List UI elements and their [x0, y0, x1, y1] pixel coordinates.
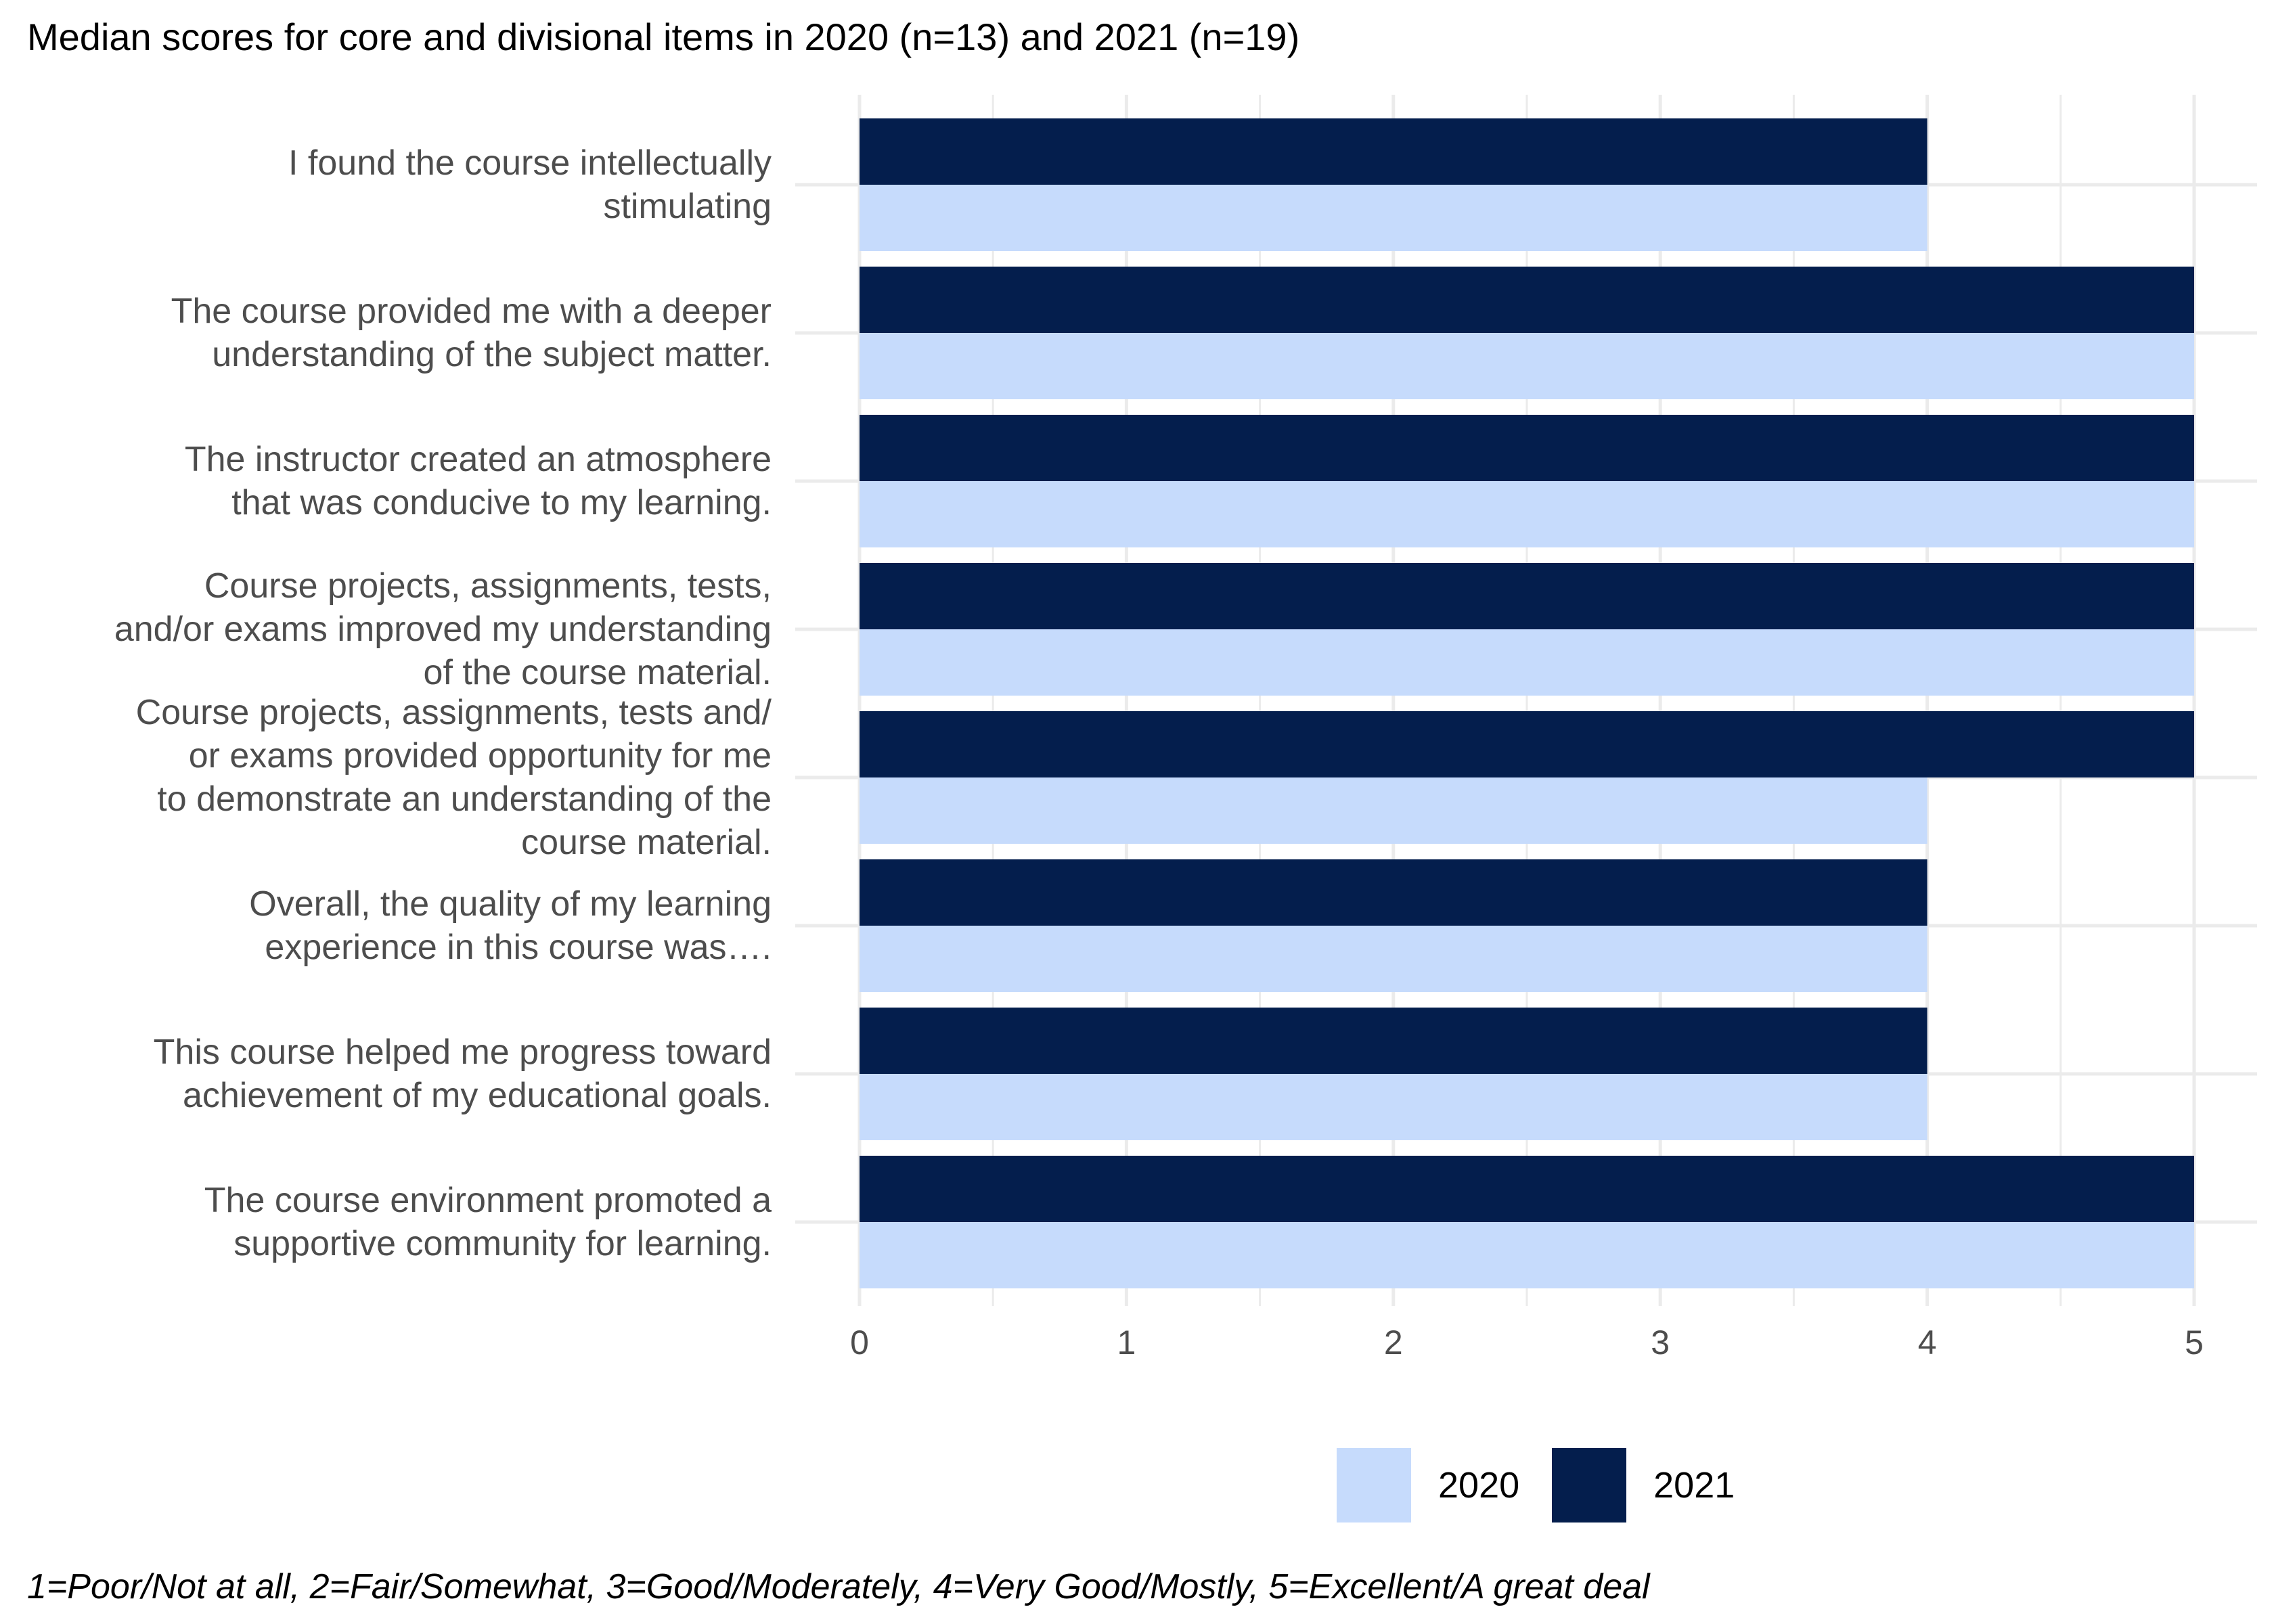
bar-2020-item-6: [860, 926, 1927, 992]
category-label-line: I found the course intellectually: [288, 143, 772, 183]
category-label-line: The course provided me with a deeper: [171, 292, 772, 331]
legend: 2020 2021: [1337, 1448, 1767, 1522]
category-label-line: to demonstrate an understanding of the: [157, 780, 772, 819]
category-label: Overall, the quality of my learning exper…: [7, 882, 772, 969]
x-tick-label: 5: [2185, 1324, 2204, 1361]
legend-swatch-2020: [1337, 1448, 1411, 1522]
category-label: The course provided me with a deeper unde…: [7, 290, 772, 376]
category-label-line: Overall, the quality of my learning: [249, 884, 772, 924]
x-tick-label: 4: [1917, 1324, 1937, 1361]
bar-2020-item-7: [860, 1074, 1927, 1140]
bar-2020-item-2: [860, 333, 2194, 399]
bar-2021-item-5: [860, 711, 2194, 777]
bar-2021-item-7: [860, 1008, 1927, 1074]
bar-2021-item-6: [860, 859, 1927, 926]
category-label-line: experience in this course was….: [265, 928, 772, 967]
bar-2020-item-8: [860, 1222, 2194, 1288]
x-tick-label: 0: [850, 1324, 869, 1361]
bar-2021-item-2: [860, 267, 2194, 333]
x-tick-label: 2: [1383, 1324, 1403, 1361]
category-label-line: This course helped me progress toward: [153, 1033, 772, 1072]
category-label: Course projects, assignments, tests, and/…: [7, 564, 772, 694]
x-tick-label: 1: [1117, 1324, 1136, 1361]
category-label-line: and/or exams improved my understanding: [114, 610, 772, 649]
category-label-line: or exams provided opportunity for me: [188, 736, 772, 775]
category-label: The course environment promoted a support…: [7, 1179, 772, 1265]
legend-label-2021: 2021: [1653, 1465, 1735, 1506]
category-label-line: The instructor created an atmosphere: [184, 440, 772, 479]
bar-2021-item-8: [860, 1156, 2194, 1222]
category-label-line: course material.: [521, 823, 772, 862]
x-tick-label: 3: [1651, 1324, 1670, 1361]
bar-2020-item-5: [860, 777, 1927, 844]
category-label-line: stimulating: [603, 187, 772, 226]
category-label: I found the course intellectually stimula…: [7, 141, 772, 228]
chart-caption: 1=Poor/Not at all, 2=Fair/Somewhat, 3=Go…: [27, 1567, 1650, 1606]
bars: [860, 118, 2194, 1288]
category-label-line: Course projects, assignments, tests and/: [135, 693, 772, 732]
legend-item-2020: 2020: [1337, 1448, 1519, 1522]
category-label-line: understanding of the subject matter.: [212, 335, 772, 374]
bar-2020-item-4: [860, 629, 2194, 696]
legend-swatch-2021: [1552, 1448, 1627, 1522]
chart-title: Median scores for core and divisional it…: [27, 16, 1300, 58]
category-label-line: that was conducive to my learning.: [231, 483, 772, 522]
category-label-line: of the course material.: [423, 653, 772, 692]
category-label: Course projects, assignments, tests and/…: [7, 691, 772, 864]
bar-2020-item-3: [860, 481, 2194, 547]
bar-2021-item-3: [860, 415, 2194, 481]
bar-2020-item-1: [860, 185, 1927, 251]
category-label-line: Course projects, assignments, tests,: [204, 566, 772, 606]
legend-label-2020: 2020: [1438, 1465, 1520, 1506]
category-label: The instructor created an atmosphere that…: [7, 438, 772, 524]
legend-item-2021: 2021: [1552, 1448, 1735, 1522]
category-label-line: achievement of my educational goals.: [182, 1076, 772, 1115]
bar-2021-item-4: [860, 563, 2194, 629]
category-label-line: The course environment promoted a: [204, 1181, 772, 1220]
bar-2021-item-1: [860, 118, 1927, 185]
category-label: This course helped me progress toward ach…: [7, 1031, 772, 1117]
category-label-line: supportive community for learning.: [233, 1224, 772, 1263]
